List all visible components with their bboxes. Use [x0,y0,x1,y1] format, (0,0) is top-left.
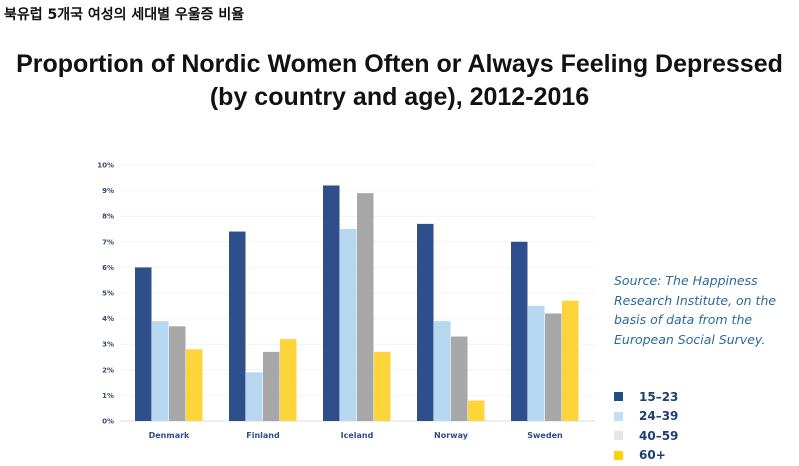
legend-item: 15–23 [614,387,678,407]
bar-iceland-4 [374,351,391,421]
bar-finland-2 [246,372,263,421]
y-tick-label: 1% [102,392,114,400]
bar-denmark-4 [186,349,203,421]
x-category-label: Sweden [527,431,563,440]
y-tick-label: 6% [102,264,114,272]
x-category-label: Finland [246,431,280,440]
y-tick-label: 9% [102,187,114,195]
legend-item: 60+ [614,446,678,466]
legend-label: 40–59 [639,428,679,443]
y-tick-label: 5% [102,290,114,298]
y-tick-label: 2% [102,366,114,374]
page-header: 북유럽 5개국 여성의 세대별 우울증 비율 [4,7,245,23]
y-tick-label: 7% [102,238,114,246]
bar-iceland-2 [340,229,357,421]
y-tick-label: 3% [102,341,114,349]
x-category-label: Norway [434,431,469,440]
bar-denmark-3 [169,326,186,421]
bar-norway-2 [434,321,451,421]
bar-denmark-1 [135,267,152,421]
x-category-label: Iceland [341,431,374,440]
legend-label: 24–39 [639,409,679,424]
chart-title-line-2: (by country and age), 2012-2016 [209,83,590,111]
bar-sweden-2 [528,305,545,421]
y-tick-label: 10% [97,162,114,170]
legend-label: 60+ [639,448,666,463]
bar-finland-4 [280,339,297,421]
legend-swatch [614,411,623,421]
legend-swatch [614,431,623,441]
chart-source-note: Source: The Happiness Research Institute… [614,273,777,347]
bar-sweden-3 [545,313,562,421]
bar-finland-3 [263,351,280,421]
chart-title: Proportion of Nordic Women Often or Alwa… [0,48,799,114]
legend-item: 24–39 [614,407,678,427]
bar-norway-1 [417,223,434,421]
y-tick-label: 0% [102,418,114,426]
bar-norway-3 [451,336,468,421]
bar-iceland-3 [357,193,374,421]
bar-sweden-1 [511,241,528,421]
bar-iceland-1 [323,185,340,421]
legend-item: 40–59 [614,426,678,446]
bar-sweden-4 [562,300,579,421]
legend-label: 15–23 [639,389,679,404]
y-tick-label: 4% [102,315,114,323]
legend-swatch [614,392,623,402]
bar-norway-4 [468,400,485,421]
y-tick-label: 8% [102,213,114,221]
bar-finland-1 [229,231,246,421]
legend-swatch [614,450,623,460]
chart-legend: 15–23 24–39 40–59 60+ [614,387,678,465]
bar-denmark-2 [152,321,169,421]
chart-title-line-1: Proportion of Nordic Women Often or Alwa… [16,50,783,78]
x-category-label: Denmark [149,431,190,440]
